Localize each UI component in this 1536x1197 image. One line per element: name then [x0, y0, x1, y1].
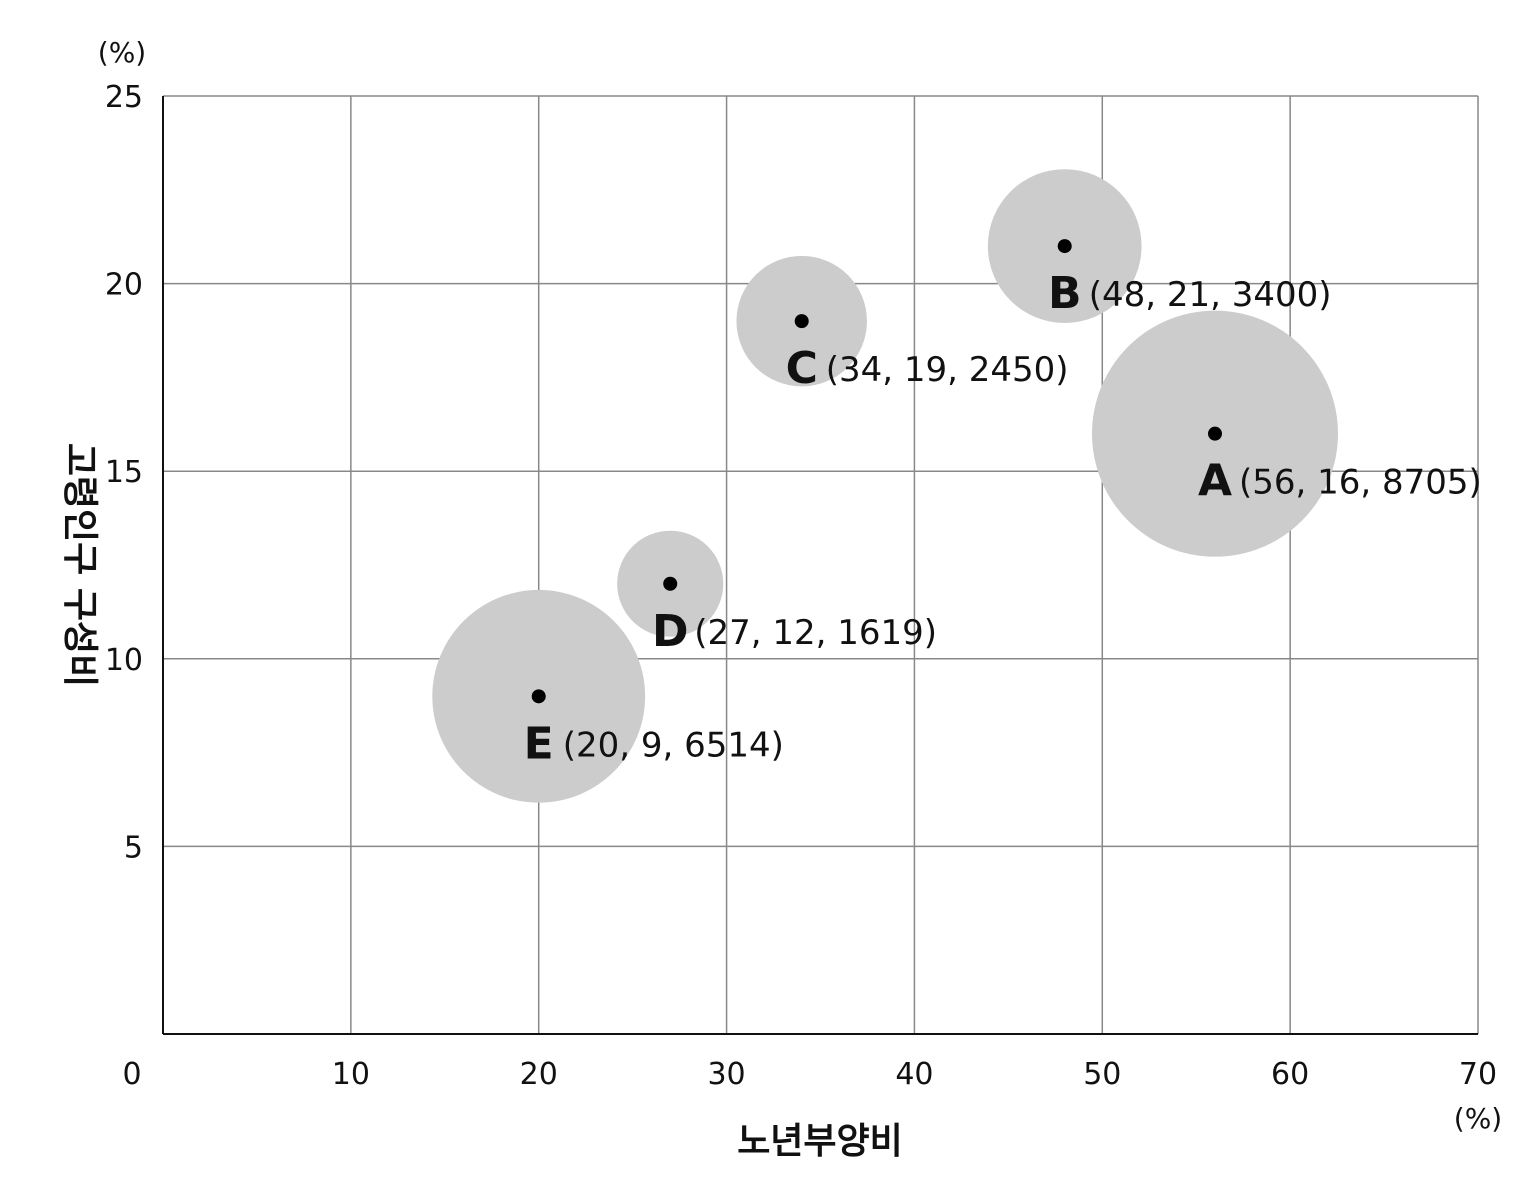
y-tick-label: 10	[105, 643, 143, 678]
point-detail-d: (27, 12, 1619)	[694, 613, 937, 653]
point-label-a: A	[1198, 456, 1232, 507]
grid-lines	[163, 95, 1479, 1034]
bubbles	[432, 169, 1338, 803]
point-c	[794, 314, 809, 329]
point-label-e: E	[524, 718, 554, 769]
point-detail-c: (34, 19, 2450)	[826, 350, 1069, 390]
tick-labels: 0 10 20 30 40 50 60 70 5 10 15 20 25	[105, 80, 1497, 1092]
y-tick-label: 20	[105, 268, 143, 303]
y-axis-title: 고령인구 구성비	[59, 443, 100, 687]
x-tick-label: 40	[895, 1057, 933, 1092]
point-label-b: B	[1048, 268, 1082, 319]
point-a	[1208, 426, 1222, 441]
x-axis-title: 노년부양비	[737, 1121, 903, 1162]
x-tick-label: 30	[707, 1057, 745, 1092]
x-tick-label: 10	[332, 1057, 370, 1092]
x-tick-label: 20	[520, 1057, 558, 1092]
x-tick-label: 50	[1083, 1057, 1121, 1092]
point-detail-e: (20, 9, 6514)	[563, 725, 784, 765]
x-axis-unit: (%)	[1454, 1102, 1502, 1135]
axes	[162, 96, 1478, 1035]
x-tick-label: 70	[1459, 1057, 1497, 1092]
point-labels: A (56, 16, 8705) B (48, 21, 3400) C (34, 19, …	[524, 268, 1482, 769]
point-label-d: D	[652, 606, 689, 657]
x-tick-label: 60	[1271, 1057, 1309, 1092]
x-tick-label: 0	[122, 1057, 141, 1092]
point-label-c: C	[786, 343, 818, 394]
y-tick-label: 15	[105, 455, 143, 490]
point-detail-a: (56, 16, 8705)	[1239, 463, 1482, 503]
y-tick-label: 5	[124, 830, 143, 865]
point-b	[1057, 239, 1072, 254]
point-e	[531, 689, 546, 704]
y-tick-label: 25	[105, 80, 143, 115]
y-axis-unit: (%)	[98, 36, 146, 69]
point-d	[663, 576, 678, 591]
point-detail-b: (48, 21, 3400)	[1089, 275, 1332, 315]
